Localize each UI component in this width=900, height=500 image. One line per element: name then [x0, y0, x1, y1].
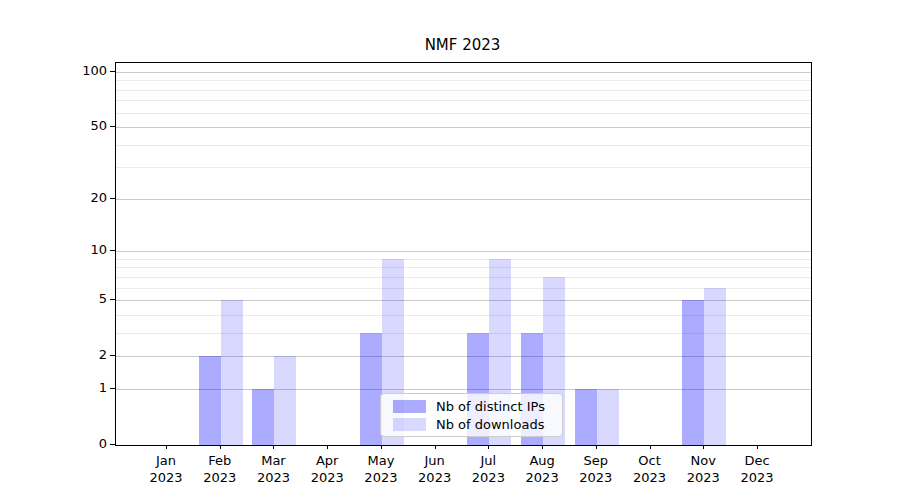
figure: { "chart_data": { "type": "bar", "title"…: [0, 0, 900, 500]
y-tick: [110, 388, 115, 389]
legend-label-distinct-ips: Nb of distinct IPs: [436, 399, 545, 414]
y-tick: [110, 299, 115, 300]
x-tick: [650, 445, 651, 449]
legend-item-downloads: Nb of downloads: [393, 417, 562, 432]
y-tick: [110, 126, 115, 127]
y-tick-label: 100: [57, 62, 107, 80]
bar: [252, 389, 274, 445]
bar: [360, 333, 382, 445]
minor-gridline: [116, 90, 811, 91]
bar: [221, 300, 243, 445]
bar: [274, 356, 296, 445]
minor-gridline: [116, 167, 811, 168]
x-tick-label: Dec 2023: [717, 452, 797, 486]
major-gridline: [116, 72, 811, 73]
minor-gridline: [116, 113, 811, 114]
minor-gridline: [116, 100, 811, 101]
legend: Nb of distinct IPs Nb of downloads: [380, 393, 563, 437]
major-gridline: [116, 251, 811, 252]
bar: [704, 288, 726, 445]
bar: [597, 389, 619, 445]
x-tick: [166, 445, 167, 449]
y-tick: [110, 198, 115, 199]
y-tick-label: 2: [57, 346, 107, 364]
y-tick-label: 20: [57, 189, 107, 207]
legend-swatch-downloads: [393, 418, 426, 431]
y-tick-label: 1: [57, 379, 107, 397]
minor-gridline: [116, 80, 811, 81]
x-tick: [327, 445, 328, 449]
x-tick: [703, 445, 704, 449]
plot-area: [115, 62, 812, 446]
legend-item-distinct-ips: Nb of distinct IPs: [393, 399, 562, 414]
chart-title: NMF 2023: [115, 36, 810, 54]
x-tick: [273, 445, 274, 449]
bar: [199, 356, 221, 445]
legend-label-downloads: Nb of downloads: [436, 417, 544, 432]
x-tick: [596, 445, 597, 449]
y-tick: [110, 355, 115, 356]
y-tick: [110, 444, 115, 445]
minor-gridline: [116, 267, 811, 268]
y-tick: [110, 250, 115, 251]
x-tick: [488, 445, 489, 449]
minor-gridline: [116, 259, 811, 260]
minor-gridline: [116, 145, 811, 146]
y-tick-label: 0: [57, 435, 107, 453]
y-tick-label: 5: [57, 290, 107, 308]
x-tick: [220, 445, 221, 449]
minor-gridline: [116, 277, 811, 278]
y-tick-label: 10: [57, 241, 107, 259]
bar: [682, 300, 704, 445]
major-gridline: [116, 199, 811, 200]
y-tick: [110, 71, 115, 72]
x-tick: [542, 445, 543, 449]
legend-swatch-distinct-ips: [393, 400, 426, 413]
bar: [575, 389, 597, 445]
x-tick: [757, 445, 758, 449]
major-gridline: [116, 127, 811, 128]
y-tick-label: 50: [57, 117, 107, 135]
x-tick: [381, 445, 382, 449]
x-tick: [435, 445, 436, 449]
